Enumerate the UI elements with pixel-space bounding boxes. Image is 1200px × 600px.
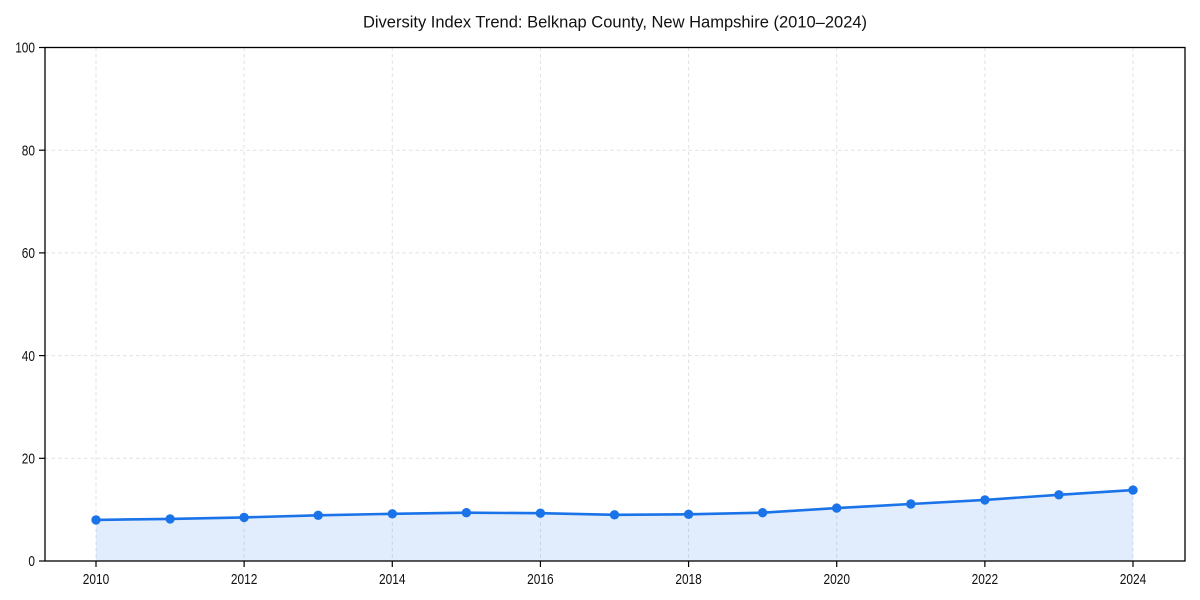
x-tick-label: 2018 [675, 571, 702, 588]
data-point-2016 [535, 508, 546, 518]
x-tick-label: 2010 [83, 571, 110, 588]
y-tick-label: 40 [22, 348, 35, 365]
x-tick-label: 2016 [527, 571, 554, 588]
data-point-2024 [1128, 485, 1138, 495]
data-point-2011 [165, 514, 175, 524]
data-point-2022 [980, 495, 990, 505]
grid-layer [45, 47, 1185, 561]
area-layer [96, 490, 1133, 561]
data-point-2012 [239, 512, 249, 523]
y-tick-label: 0 [28, 553, 35, 570]
axis-layer [39, 46, 1186, 567]
data-point-2010 [91, 515, 101, 525]
chart-title: Diversity Index Trend: Belknap County, N… [363, 14, 867, 32]
y-tick-label: 100 [15, 40, 35, 57]
x-tick-label: 2024 [1120, 571, 1147, 588]
data-point-2020 [832, 503, 842, 513]
data-point-2023 [1054, 490, 1064, 500]
y-tick-label: 60 [22, 245, 35, 262]
plot-border [44, 46, 1186, 562]
data-point-2017 [609, 510, 620, 520]
data-point-2019 [757, 508, 768, 518]
y-tick-label: 20 [22, 451, 35, 468]
marker-layer [91, 485, 1138, 525]
x-tick-label: 2014 [379, 571, 406, 588]
data-point-2021 [906, 499, 916, 509]
data-point-2015 [461, 508, 472, 518]
x-tick-label: 2022 [972, 571, 999, 588]
area-fill [96, 490, 1133, 561]
x-tick-label: 2012 [231, 571, 258, 588]
x-tick-label: 2020 [823, 571, 850, 588]
data-point-2014 [387, 509, 397, 519]
data-point-2018 [683, 509, 694, 519]
y-tick-label: 80 [22, 142, 35, 159]
tick-label-layer: 0 20 40 60 80 100 2010 2012 2014 2016 2018 2020 2022… [15, 40, 1146, 588]
data-point-2013 [313, 510, 323, 520]
